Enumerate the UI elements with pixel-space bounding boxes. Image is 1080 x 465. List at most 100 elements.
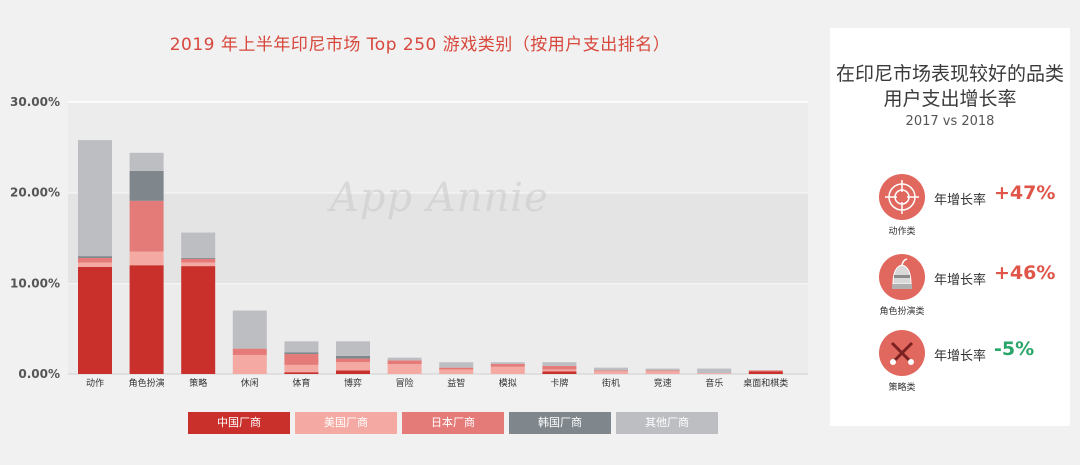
bar-segment — [697, 368, 732, 374]
bar-segment — [129, 200, 164, 252]
bar-segment — [181, 262, 216, 267]
crosshair-icon — [879, 174, 925, 220]
bar-series — [78, 140, 783, 374]
panel-title: 在印尼市场表现较好的品类用户支出增长率 — [835, 63, 1064, 110]
bar-segment — [336, 370, 370, 374]
x-tick-label: 角色扮演 — [129, 377, 165, 389]
bar-segment — [78, 256, 112, 258]
x-tick-label: 益智 — [447, 377, 465, 389]
bar-segment — [439, 362, 474, 368]
bar-segment — [284, 364, 319, 373]
bar-segment — [594, 370, 628, 372]
legend-item-usa: 美国厂商 — [295, 412, 397, 434]
x-tick-label: 休闲 — [241, 377, 259, 389]
bar-segment — [336, 358, 370, 363]
bar-segment — [490, 364, 525, 367]
bar-segment — [129, 170, 164, 201]
bar-segment — [697, 373, 732, 374]
bar-segment — [284, 352, 319, 355]
bar-segment — [645, 368, 680, 371]
bar-segment — [181, 257, 216, 259]
bar-segment — [542, 369, 577, 372]
bar-segment — [336, 355, 370, 359]
x-axis: 动作 角色扮演 策略 休闲 体育 博弈 冒险 益智 模拟 卡牌 街机 竞速 音乐 桌面和棋类 — [86, 377, 788, 389]
growth-row-action: 动作类 年增长率 +47% — [830, 174, 1070, 244]
bar-segment — [490, 366, 525, 374]
growth-category: 策略类 — [888, 383, 916, 393]
bar-segment — [78, 257, 112, 263]
legend-item-japan: 日本厂商 — [402, 412, 504, 434]
knight-helmet-icon — [879, 254, 925, 300]
bar-segment — [181, 266, 216, 374]
bar-segment — [129, 265, 164, 374]
bar-segment — [232, 354, 267, 374]
bar-segment — [129, 152, 164, 171]
growth-value: +46% — [994, 262, 1056, 284]
y-axis: 0.00% 10.00% 20.00% 30.00% — [10, 95, 60, 381]
bar-segment — [336, 362, 370, 371]
x-tick-label: 动作 — [86, 377, 104, 389]
bar-segment — [181, 232, 216, 258]
bar-segment — [387, 357, 422, 361]
bar-segment — [284, 354, 319, 365]
bar-segment — [387, 364, 422, 374]
bar-segment — [594, 371, 628, 374]
growth-label: 年增长率 — [934, 349, 987, 364]
bar-segment — [181, 258, 216, 263]
growth-row-strategy: 策略类 年增长率 -5% — [830, 330, 1070, 400]
bar-segment — [78, 267, 112, 374]
growth-value: +47% — [994, 182, 1056, 204]
growth-label: 年增长率 — [934, 193, 987, 208]
x-tick-label: 卡牌 — [550, 377, 568, 389]
legend-item-other: 其他厂商 — [616, 412, 718, 434]
bar-segment — [336, 341, 370, 356]
chart-legend: 中国厂商 美国厂商 日本厂商 韩国厂商 其他厂商 — [188, 412, 718, 434]
y-tick-label: 10.00% — [10, 276, 60, 290]
y-tick-label: 0.00% — [18, 367, 60, 381]
bar-segment — [748, 370, 783, 372]
growth-category: 动作类 — [888, 227, 916, 237]
x-tick-label: 策略 — [189, 377, 207, 389]
y-tick-label: 20.00% — [10, 186, 60, 200]
bar-segment — [129, 251, 164, 266]
bar-segment — [78, 140, 112, 257]
chart-bands — [68, 101, 808, 375]
bar-segment — [439, 367, 474, 370]
bar-segment — [542, 371, 577, 374]
growth-label: 年增长率 — [934, 273, 987, 288]
bar-segment — [645, 370, 680, 372]
legend-item-korea: 韩国厂商 — [509, 412, 611, 434]
x-tick-label: 模拟 — [499, 377, 517, 389]
growth-row-rpg: 角色扮演类 年增长率 +46% — [830, 254, 1070, 324]
x-tick-label: 街机 — [602, 377, 620, 389]
x-tick-label: 桌面和棋类 — [743, 377, 788, 389]
bar-segment — [78, 262, 112, 268]
x-tick-label: 竞速 — [654, 377, 672, 389]
bar-segment — [387, 360, 422, 365]
watermark: App Annie — [330, 175, 549, 221]
bar-segment — [284, 372, 319, 374]
x-tick-label: 博弈 — [344, 377, 362, 389]
bar-segment — [490, 362, 525, 365]
bar-segment — [439, 369, 474, 374]
bar-segment — [594, 367, 628, 371]
crossed-swords-icon — [879, 330, 925, 376]
growth-category: 角色扮演类 — [879, 307, 925, 317]
x-tick-label: 音乐 — [705, 377, 723, 389]
panel-subtitle: 2017 vs 2018 — [905, 114, 995, 129]
x-tick-label: 冒险 — [396, 377, 414, 389]
bar-segment — [645, 371, 680, 374]
growth-value: -5% — [994, 338, 1035, 360]
bar-segment — [232, 348, 267, 355]
chart-title: 2019 年上半年印尼市场 Top 250 游戏类别（按用户支出排名） — [169, 35, 671, 55]
bar-segment — [232, 310, 267, 349]
grid-band — [68, 283, 808, 374]
growth-panel: 在印尼市场表现较好的品类用户支出增长率 2017 vs 2018 动作类 年增长… — [830, 28, 1070, 426]
bar-segment — [542, 362, 577, 366]
legend-item-china: 中国厂商 — [188, 412, 290, 434]
bar-segment — [542, 365, 577, 370]
bar-segment — [284, 341, 319, 353]
grid-band — [68, 102, 808, 193]
bar-segment — [748, 371, 783, 374]
